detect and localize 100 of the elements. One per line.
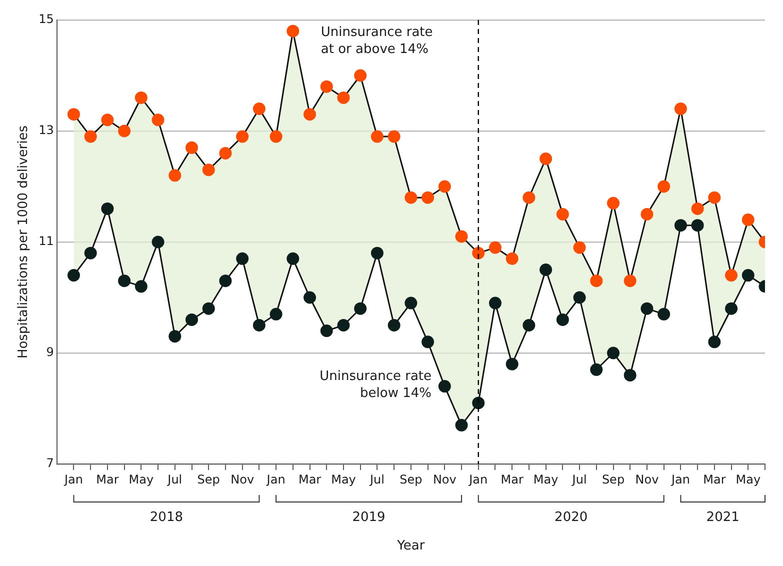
point (388, 130, 400, 143)
x-tick-label: Jan (266, 472, 286, 486)
point (202, 164, 215, 176)
x-tick-label: May (331, 472, 356, 486)
point (506, 252, 518, 265)
point (186, 313, 198, 326)
point (404, 296, 418, 310)
y-tick-label: 11 (38, 234, 54, 248)
point (252, 102, 266, 116)
point (556, 208, 569, 220)
x-tick-label: May (736, 472, 761, 486)
point (219, 274, 232, 288)
text: 2019 (352, 510, 386, 525)
point (236, 252, 249, 265)
x-tick-label: May (128, 472, 154, 486)
point (522, 191, 536, 204)
x-tick-label: Jul (571, 472, 587, 486)
point (370, 130, 384, 143)
y-axis-title: Hospitalizations per 1000 deliveries (16, 125, 32, 359)
y-tick-label: 15 (38, 12, 54, 26)
point (624, 274, 636, 288)
point (286, 252, 300, 265)
point (84, 130, 97, 143)
text: 2020 (554, 510, 588, 525)
point (337, 319, 350, 332)
point (236, 130, 249, 143)
text: 2018 (150, 510, 184, 525)
point (488, 241, 502, 254)
y-tick-label: 7 (46, 456, 54, 470)
point (540, 152, 552, 165)
point (742, 214, 754, 226)
point (101, 114, 114, 126)
x-tick-label: Sep (400, 472, 422, 486)
y-tick-label: 13 (38, 123, 54, 138)
x-tick-label: Nov (230, 472, 254, 486)
x-tick-label: Mar (703, 472, 726, 486)
x-tick-label: May (533, 472, 558, 486)
x-tick-label: Nov (635, 472, 659, 486)
point (134, 91, 148, 104)
point (472, 246, 485, 260)
point (304, 291, 316, 304)
point (404, 191, 418, 204)
point (674, 102, 687, 116)
point (607, 346, 620, 360)
x-tick-label: Jan (670, 472, 690, 486)
point (455, 230, 468, 243)
point (691, 219, 704, 232)
point (152, 114, 164, 126)
point (118, 274, 131, 288)
point (691, 202, 704, 215)
point (607, 196, 620, 210)
x-tick-label: Mar (96, 472, 119, 486)
point (725, 269, 738, 282)
x-tick-label: Mar (298, 472, 322, 486)
point (186, 141, 198, 154)
point (455, 418, 468, 432)
point (438, 180, 451, 193)
point (590, 363, 603, 376)
point (590, 274, 603, 288)
series-label: Uninsurance rate below 14% (320, 369, 432, 402)
point (101, 202, 114, 215)
x-tick-label: Jan (63, 472, 83, 486)
x-axis-title: Year (396, 538, 426, 554)
point (624, 368, 636, 382)
point (67, 108, 80, 121)
x-tick-label: Jul (166, 472, 182, 486)
point (84, 246, 97, 260)
point (270, 308, 282, 320)
point (472, 396, 485, 410)
y-tick-label: 9 (46, 345, 54, 360)
point (304, 108, 316, 121)
point (67, 269, 80, 282)
point (573, 241, 586, 254)
point (488, 296, 502, 310)
point (422, 336, 434, 348)
point (118, 124, 131, 138)
point (270, 130, 282, 143)
point (506, 358, 518, 370)
point (134, 280, 148, 293)
point (422, 191, 434, 204)
point (708, 336, 721, 348)
point (674, 219, 687, 232)
x-tick-label: Jul (368, 472, 384, 486)
point (573, 291, 586, 304)
point (354, 302, 367, 315)
point (725, 302, 738, 315)
point (354, 69, 367, 82)
series-label: Uninsurance rate at or above 14% (320, 25, 433, 58)
x-tick-label: Sep (602, 472, 625, 486)
point (556, 313, 569, 326)
point (286, 24, 300, 38)
point (640, 302, 654, 315)
point (522, 319, 536, 332)
point (337, 91, 350, 104)
point (370, 246, 384, 260)
point (168, 169, 182, 182)
point (202, 302, 215, 315)
point (168, 330, 182, 343)
point (219, 146, 232, 160)
point (152, 236, 164, 248)
